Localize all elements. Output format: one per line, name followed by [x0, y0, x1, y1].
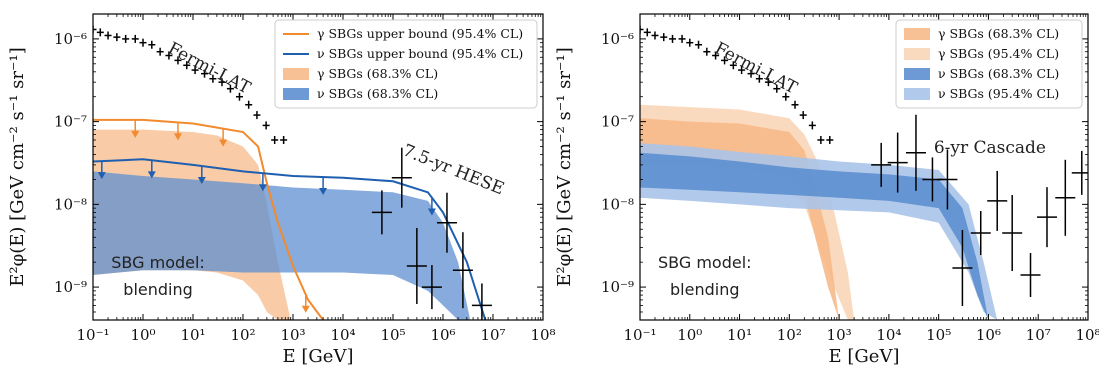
- bound-arrow-head: [131, 130, 140, 138]
- hese-label: 7.5-yr HESE: [400, 141, 507, 200]
- x-tick-label: 10³: [280, 326, 305, 344]
- x-tick-label: 10⁵: [926, 326, 951, 344]
- legend-label: ν SBGs upper bound (95.4% CL): [317, 46, 523, 61]
- x-tick-label: 10⁴: [330, 326, 355, 344]
- fermi-label: Fermi-LAT: [165, 38, 255, 98]
- legend-label: ν SBGs (95.4% CL): [938, 86, 1059, 101]
- band-nu-1: [93, 171, 471, 320]
- x-axis-label: E [GeV]: [283, 346, 354, 367]
- fermi-label: Fermi-LAT: [711, 38, 801, 98]
- x-axis-label: E [GeV]: [829, 346, 900, 367]
- legend-box: [895, 19, 1083, 109]
- legend-label: γ SBGs (68.3% CL): [317, 66, 438, 81]
- y-tick-label: 10⁻⁹: [601, 278, 634, 296]
- y-tick-label: 10⁻⁷: [601, 113, 634, 131]
- x-tick-label: 10⁸: [530, 326, 555, 344]
- bound-arrow-head: [219, 139, 228, 147]
- x-tick-label: 10⁶: [430, 326, 455, 344]
- x-tick-label: 10⁻¹: [76, 326, 109, 344]
- legend-swatch-band: [904, 28, 930, 40]
- x-tick-label: 10⁰: [130, 326, 155, 344]
- x-tick-label: 10⁶: [976, 326, 1001, 344]
- legend-label: ν SBGs (68.3% CL): [938, 66, 1059, 81]
- legend-swatch-band: [283, 68, 309, 80]
- x-tick-label: 10⁰: [677, 326, 702, 344]
- legend-swatch-band: [904, 88, 930, 100]
- legend-label: ν SBGs (68.3% CL): [317, 86, 438, 101]
- plot-area: [93, 25, 492, 320]
- upper-bound-line-nu: [93, 158, 487, 320]
- upper-bound-line-gamma: [93, 118, 324, 320]
- bound-arrow-head: [197, 177, 206, 185]
- x-tick-label: 10¹: [180, 326, 205, 344]
- bound-arrow-head: [173, 133, 182, 141]
- bound-arrow-head: [147, 171, 156, 179]
- model-label-line1: SBG model:: [111, 253, 205, 272]
- x-tick-label: 10²: [230, 326, 255, 344]
- bound-arrow-head: [301, 305, 310, 313]
- y-axis-label: E²φ(E) [GeV cm⁻² s⁻¹ sr⁻¹]: [7, 47, 28, 286]
- x-tick-label: 10³: [827, 326, 852, 344]
- y-tick-label: 10⁻⁶: [601, 30, 634, 48]
- right-panel: 10⁻¹ 10⁰ 10¹ 10² 10³ 10⁴ 10⁵ 10⁶ 10⁷ 10⁸ 10⁻⁹ 10⁻⁸ 1…: [554, 13, 1099, 367]
- x-tick-label: 10¹: [727, 326, 752, 344]
- y-tick-label: 10⁻⁶: [54, 30, 87, 48]
- legend-label: γ SBGs (68.3% CL): [938, 26, 1059, 41]
- left-panel: 10⁻¹ 10⁰ 10¹ 10² 10³ 10⁴ 10⁵ 10⁶ 10⁷ 10⁸ 10⁻⁹ 10⁻⁸ 1…: [7, 13, 556, 367]
- x-tick-label: 10⁷: [1026, 326, 1051, 344]
- x-tick-label: 10⁵: [380, 326, 405, 344]
- legend-swatch-band: [283, 88, 309, 100]
- bound-arrow-head: [319, 188, 328, 196]
- y-axis-label: E²φ(E) [GeV cm⁻² s⁻¹ sr⁻¹]: [554, 47, 575, 286]
- x-tick-label: 10⁷: [480, 326, 505, 344]
- model-label-line2: blending: [670, 280, 739, 299]
- model-label-line2: blending: [123, 280, 192, 299]
- y-tick-label: 10⁻⁷: [54, 113, 87, 131]
- legend-label: γ SBGs (95.4% CL): [938, 46, 1059, 61]
- bound-arrow-head: [258, 184, 267, 192]
- legend-label: γ SBGs upper bound (95.4% CL): [317, 26, 523, 41]
- legend-swatch-band: [904, 68, 930, 80]
- y-tick-label: 10⁻⁸: [54, 195, 87, 213]
- plot-frame: [92, 13, 544, 321]
- plot-area: [640, 25, 1088, 320]
- x-tick-label: 10⁻¹: [623, 326, 656, 344]
- cascade-label: 6-yr Cascade: [934, 138, 1046, 158]
- model-label-line1: SBG model:: [658, 253, 752, 272]
- y-tick-label: 10⁻⁹: [54, 278, 87, 296]
- x-tick-label: 10⁴: [876, 326, 901, 344]
- bound-arrow-head: [97, 172, 106, 180]
- x-tick-label: 10²: [777, 326, 802, 344]
- legend-swatch-band: [904, 48, 930, 60]
- plot-frame: [639, 13, 1089, 321]
- y-tick-label: 10⁻⁸: [601, 195, 634, 213]
- band-nu-3: [640, 152, 989, 320]
- x-tick-label: 10⁸: [1075, 326, 1099, 344]
- bound-arrow-head: [427, 208, 436, 216]
- legend-box: [274, 19, 538, 109]
